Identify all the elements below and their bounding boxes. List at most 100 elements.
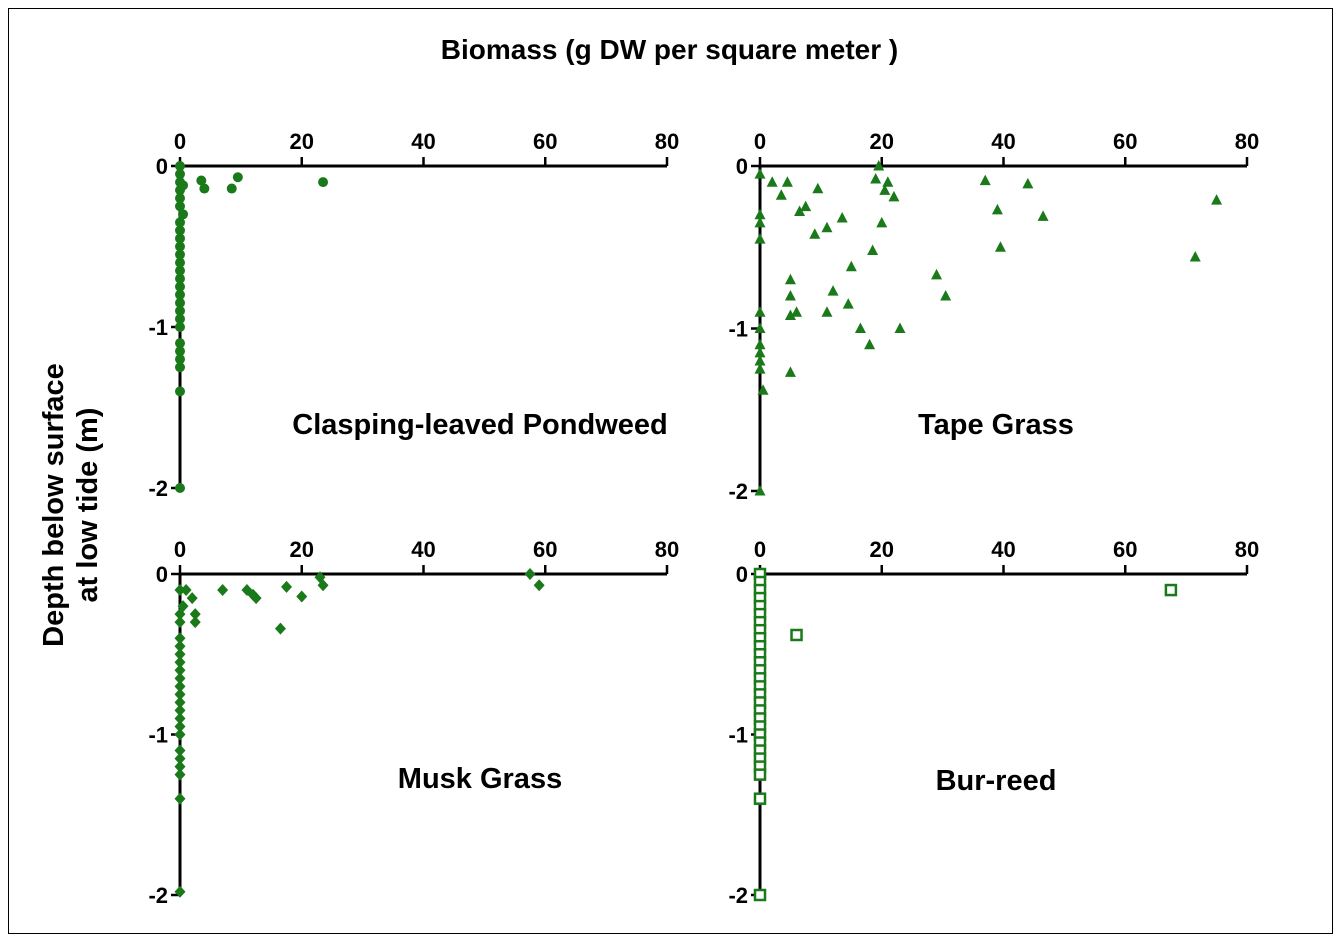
data-point [175,322,185,332]
data-point [800,200,812,212]
data-point [864,338,876,350]
data-point [757,384,769,395]
data-point [274,622,286,635]
data-point [175,241,185,252]
x-tick-label: 20 [870,537,894,562]
x-tick-label: 40 [991,129,1015,154]
data-point [821,221,833,233]
data-point [754,338,766,350]
data-point [189,616,201,629]
data-point [794,205,806,216]
data-point [836,212,848,223]
data-point [1022,177,1034,189]
y-tick-label: -1 [148,723,168,748]
data-point [784,290,796,301]
data-point [533,579,545,592]
data-point [296,590,308,603]
data-point [175,249,185,260]
data-point [175,201,185,212]
panel-label: Musk Grass [398,763,562,795]
data-point [175,257,185,268]
data-point [174,712,186,725]
data-point [754,485,766,496]
data-point [250,592,262,605]
data-point [174,704,186,717]
data-point [174,672,186,685]
x-tick-label: 80 [655,537,679,562]
data-point [174,680,186,693]
data-point [867,244,879,255]
data-point [175,313,185,324]
data-point [174,744,186,757]
data-point [754,322,766,333]
y-tick-label: -2 [148,883,168,908]
data-point [175,297,185,308]
x-tick-label: 0 [174,129,186,154]
data-point [784,273,796,285]
data-point [174,664,186,677]
data-point [175,169,185,180]
data-point [754,355,766,366]
data-point [754,208,766,220]
data-point [175,354,185,365]
data-point [217,584,229,597]
x-tick-label: 20 [870,129,894,154]
data-point [809,228,821,239]
data-point [931,268,943,280]
data-point [175,185,185,196]
data-point [174,656,186,669]
data-point [174,696,186,709]
data-point [174,688,186,701]
y-tick-label: -1 [728,317,748,342]
data-point [318,177,329,188]
data-point [827,285,839,296]
panel-label: Clasping-leaved Pondweed [292,409,667,441]
data-point [317,579,329,592]
y-tick-label: 0 [156,154,168,179]
data-point [879,184,891,195]
data-point [199,183,210,194]
data-point [873,160,885,171]
data-point [174,768,186,781]
x-tick-label: 60 [533,537,557,562]
data-point [994,241,1006,252]
data-point [174,584,186,597]
data-point [991,203,1003,215]
data-point [784,309,796,320]
y-tick-label: -1 [148,315,168,340]
x-tick-label: 80 [1235,537,1259,562]
data-point [175,161,185,171]
data-point [174,640,186,653]
data-point [754,233,766,244]
data-point [979,174,991,186]
x-tick-label: 0 [754,129,766,154]
data-point [753,888,767,902]
data-point [766,176,778,187]
data-point [175,225,185,236]
data-point [790,628,803,642]
data-point [174,616,186,629]
x-tick-label: 40 [411,129,435,154]
data-point [894,322,906,333]
x-tick-label: 80 [1235,129,1259,154]
data-point [175,233,185,244]
x-tick-label: 20 [290,129,314,154]
data-point [175,289,185,300]
y-tick-label: 0 [736,154,748,179]
data-point [854,322,866,333]
data-point [174,752,186,765]
data-point [842,298,854,309]
data-point [175,346,185,357]
y-tick-label: 0 [736,562,748,587]
y-tick-label: -1 [728,723,748,748]
y-tick-label: 0 [156,562,168,587]
data-point [775,189,787,200]
data-point [174,632,186,645]
data-point [876,216,888,228]
data-point [232,172,243,183]
data-point [174,608,186,621]
data-point [175,305,185,316]
x-tick-label: 80 [655,129,679,154]
data-point [189,608,201,621]
